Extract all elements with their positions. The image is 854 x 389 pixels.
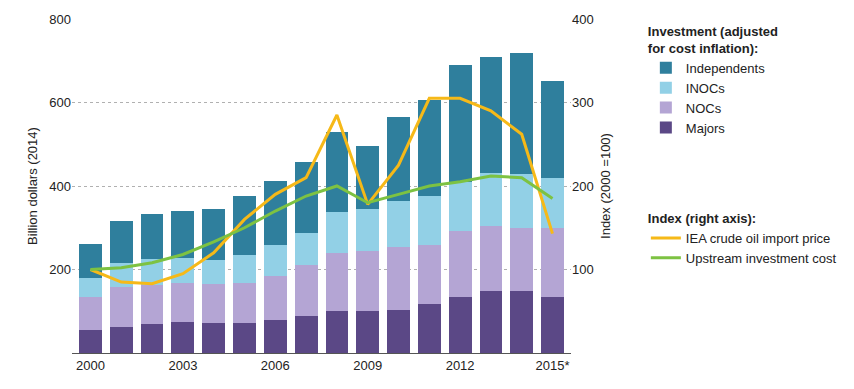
svg-text:Investment (adjustedfor cost i: Investment (adjustedfor cost inflation): <box>648 24 778 56</box>
svg-text:Index (2000 =100): Index (2000 =100) <box>598 133 613 239</box>
svg-text:100: 100 <box>572 262 594 277</box>
svg-text:IEA crude oil import price: IEA crude oil import price <box>686 231 831 246</box>
svg-text:NOCs: NOCs <box>686 101 722 116</box>
svg-text:Independents: Independents <box>686 61 765 76</box>
svg-text:Billion dollars (2014): Billion dollars (2014) <box>25 127 40 245</box>
svg-text:300: 300 <box>572 95 594 110</box>
svg-text:Majors: Majors <box>686 121 726 136</box>
svg-text:2003: 2003 <box>168 358 197 373</box>
svg-text:2009: 2009 <box>353 358 382 373</box>
svg-text:2012: 2012 <box>446 358 475 373</box>
svg-text:200: 200 <box>49 262 71 277</box>
svg-text:2000: 2000 <box>76 358 105 373</box>
svg-text:400: 400 <box>49 179 71 194</box>
svg-text:600: 600 <box>49 95 71 110</box>
svg-text:800: 800 <box>49 12 71 27</box>
svg-text:200: 200 <box>572 179 594 194</box>
svg-text:INOCs: INOCs <box>686 81 726 96</box>
svg-text:2006: 2006 <box>261 358 290 373</box>
svg-text:Upstream investment cost: Upstream investment cost <box>686 251 837 266</box>
svg-text:Index (right axis):: Index (right axis): <box>648 211 756 226</box>
svg-text:2015*: 2015* <box>536 358 570 373</box>
svg-text:400: 400 <box>572 12 594 27</box>
